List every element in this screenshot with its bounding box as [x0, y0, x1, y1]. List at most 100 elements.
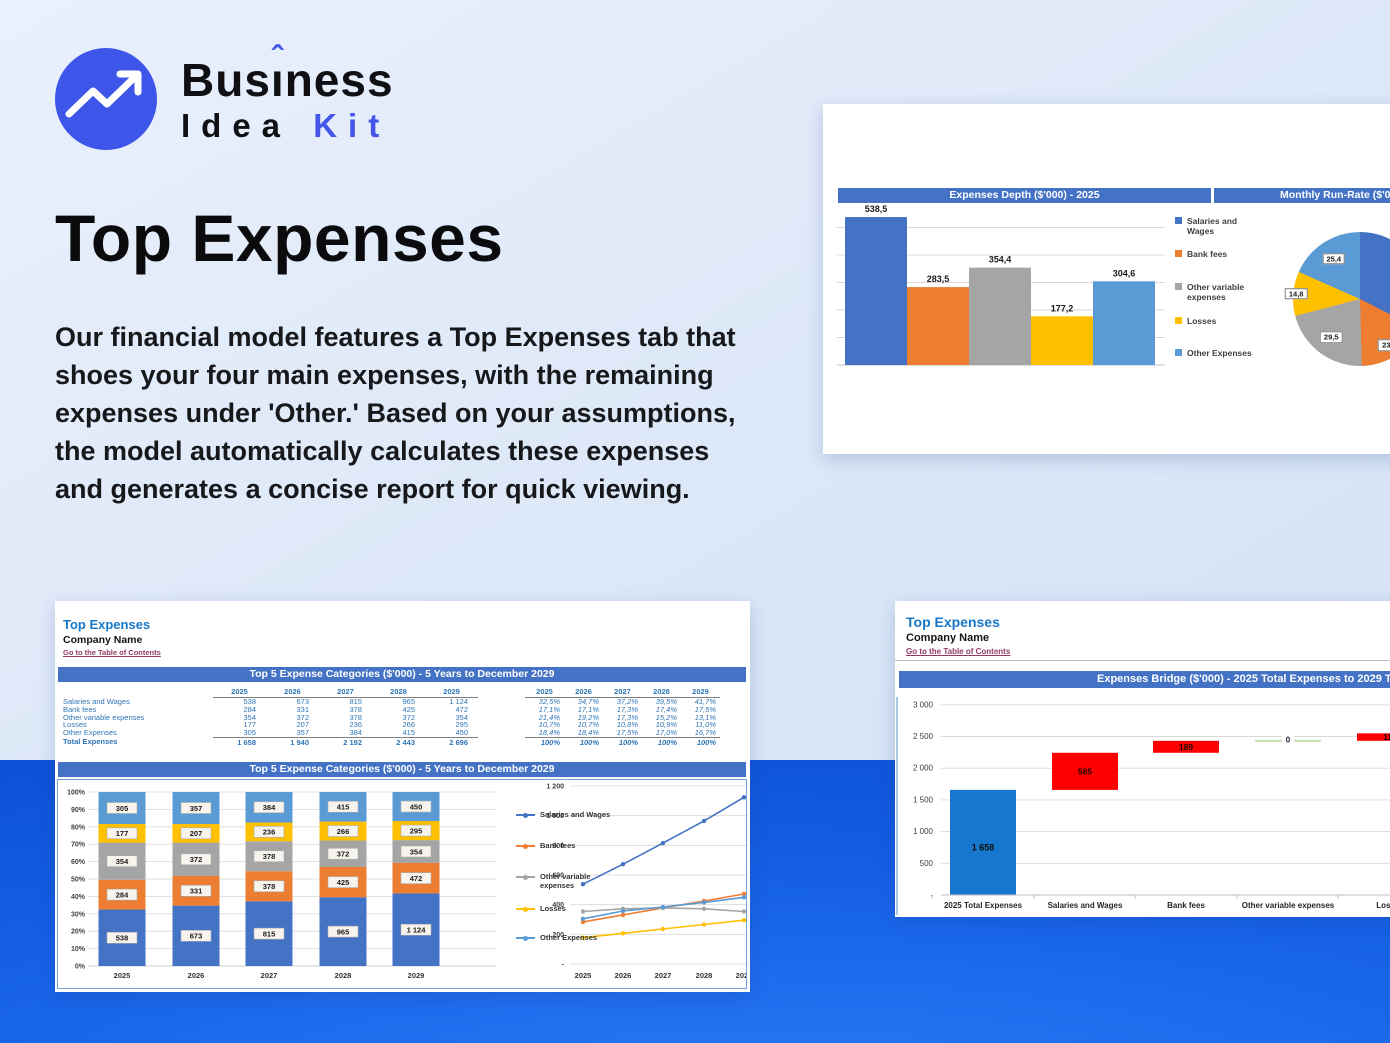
svg-text:800: 800 [552, 843, 564, 850]
pie-label: 25,4 [1322, 253, 1346, 265]
svg-text:90%: 90% [71, 807, 86, 814]
svg-text:2025: 2025 [114, 971, 131, 980]
svg-text:538,5: 538,5 [865, 204, 888, 214]
table-of-contents-link: Go to the Table of Contents [63, 648, 161, 657]
top5-table-banner: Top 5 Expense Categories ($'000) - 5 Yea… [58, 667, 746, 682]
bridge-chart-banner: Expenses Bridge ($'000) - 2025 Total Exp… [899, 671, 1390, 688]
svg-text:425: 425 [337, 878, 350, 887]
svg-text:266: 266 [337, 827, 350, 836]
svg-text:1 200: 1 200 [546, 784, 564, 791]
bar-1 [907, 287, 969, 365]
svg-text:372: 372 [337, 850, 350, 859]
svg-text:1 000: 1 000 [913, 827, 934, 836]
table-row: 17,1% 17,1% 17,3% 17,4% 17,5% [538, 704, 716, 714]
svg-text:2028: 2028 [335, 971, 352, 980]
top5-chart-region: 0% 10% 20% 30% 40% 50% 60% 70% 80% 90% 100% 538 284 3… [57, 779, 747, 989]
table-row: 10,7% 10,7% 10,8% 10,9% 11,0% [538, 720, 716, 730]
svg-text:354,4: 354,4 [989, 255, 1012, 265]
table-row: Other Expenses 305 357 384 415 450 [63, 728, 468, 738]
svg-text:284: 284 [116, 890, 129, 899]
svg-text:450: 450 [410, 802, 423, 811]
legend-line-icon [516, 874, 535, 880]
legend-item: Bank fees [516, 841, 620, 850]
logo-icon [55, 48, 157, 150]
legend-item: Salaries and Wages [1175, 216, 1261, 236]
svg-text:10%: 10% [71, 946, 86, 953]
legend-item: Other Expenses [1175, 348, 1261, 358]
svg-text:372: 372 [190, 855, 203, 864]
svg-text:177: 177 [116, 829, 129, 838]
page-description: Our financial model features a Top Expen… [55, 322, 736, 504]
legend-item: Other variable expenses [1175, 282, 1261, 302]
series-Losses [580, 918, 746, 940]
svg-text:354: 354 [116, 857, 129, 866]
svg-text:1 000: 1 000 [546, 813, 564, 820]
table-header: 2025 2026 2027 2028 2029 [525, 685, 720, 698]
top5-stacked-and-line-chart: 0% 10% 20% 30% 40% 50% 60% 70% 80% 90% 100% 538 284 3… [67, 784, 746, 980]
legend-item: Losses [516, 904, 620, 913]
trend-arrow-icon [65, 70, 142, 118]
legend-swatch-icon [1175, 283, 1182, 290]
svg-text:378: 378 [263, 882, 276, 891]
svg-text:200: 200 [552, 932, 564, 939]
svg-text:585: 585 [1078, 766, 1092, 776]
legend-swatch-icon [1175, 217, 1182, 224]
table-row: Other variable expenses 354 372 378 372 354 [63, 712, 468, 722]
svg-text:965: 965 [337, 927, 350, 936]
brand-name-line2: Idea Kit [181, 106, 391, 144]
svg-text:1 124: 1 124 [407, 926, 427, 935]
svg-text:-: - [562, 962, 565, 969]
svg-text:500: 500 [920, 859, 934, 868]
svg-text:357: 357 [190, 804, 203, 813]
legend-swatch-icon [1175, 250, 1182, 257]
bars: 538,5 283,5 354,4 177,2 304,6 [845, 204, 1155, 365]
svg-text:70%: 70% [71, 842, 86, 849]
svg-text:2 500: 2 500 [913, 732, 934, 741]
svg-text:2025: 2025 [575, 971, 592, 980]
top5-sheet-screenshot: Top Expenses Company Name Go to the Tabl… [55, 601, 750, 992]
svg-text:80%: 80% [71, 824, 86, 831]
stack-2029: 1 124 472 354 295 450 [392, 792, 440, 966]
svg-text:305: 305 [116, 804, 129, 813]
svg-text:2025 Total Expenses: 2025 Total Expenses [944, 901, 1023, 910]
svg-text:207: 207 [190, 829, 203, 838]
svg-text:60%: 60% [71, 859, 86, 866]
stack-2028: 965 425 372 266 415 [319, 792, 367, 966]
svg-text:2027: 2027 [655, 971, 672, 980]
table-row: 18,4% 18,4% 17,5% 17,0% 16,7% [538, 728, 716, 738]
values-table: 2025 2026 2027 2028 2029 Salaries and Wages 53… [63, 685, 478, 747]
legend-line-icon [516, 906, 535, 912]
legend-swatch-icon [1175, 349, 1182, 356]
percent-table: 2025 2026 2027 2028 2029 32,5% 34,7% 37,2% 39,5%… [525, 685, 720, 747]
sheet-title: Top Expenses [906, 614, 1000, 630]
svg-text:1 500: 1 500 [913, 795, 934, 804]
svg-text:3 000: 3 000 [913, 700, 934, 709]
svg-text:378: 378 [263, 852, 276, 861]
expenses-depth-bar-chart: 538,5 283,5 354,4 177,2 304,6 [837, 204, 1165, 366]
pie-label: 14,8 [1284, 288, 1308, 300]
table-header: 2025 2026 2027 2028 2029 [63, 685, 478, 698]
table-row: Salaries and Wages 538 673 815 965 1 124 [63, 697, 468, 706]
svg-text:2028: 2028 [696, 971, 713, 980]
bar-2 [969, 267, 1031, 365]
svg-text:815: 815 [263, 929, 276, 938]
svg-text:2 000: 2 000 [913, 764, 934, 773]
svg-text:189: 189 [1179, 742, 1193, 752]
svg-text:2027: 2027 [261, 971, 278, 980]
page-title: Top Expenses [55, 201, 504, 275]
top5-expense-table: 2025 2026 2027 2028 2029 Salaries and Wages 53… [55, 685, 750, 761]
bar-3 [1031, 316, 1093, 365]
line-grid: 1 200 1 000 800 600 400 200 - [546, 784, 746, 969]
sheet-divider [895, 660, 1390, 661]
pie-label: 29,5 [1319, 331, 1343, 344]
svg-text:600: 600 [552, 873, 564, 880]
svg-text:283,5: 283,5 [927, 274, 950, 284]
svg-text:Bank fees: Bank fees [1167, 901, 1205, 910]
svg-text:384: 384 [263, 803, 276, 812]
pie-label: 23,6 [1378, 339, 1390, 352]
legend-item: Other Expenses [516, 933, 620, 942]
svg-text:Salaries and Wages: Salaries and Wages [1048, 901, 1123, 910]
series-Salaries and Wages [580, 795, 746, 887]
svg-text:40%: 40% [71, 894, 86, 901]
